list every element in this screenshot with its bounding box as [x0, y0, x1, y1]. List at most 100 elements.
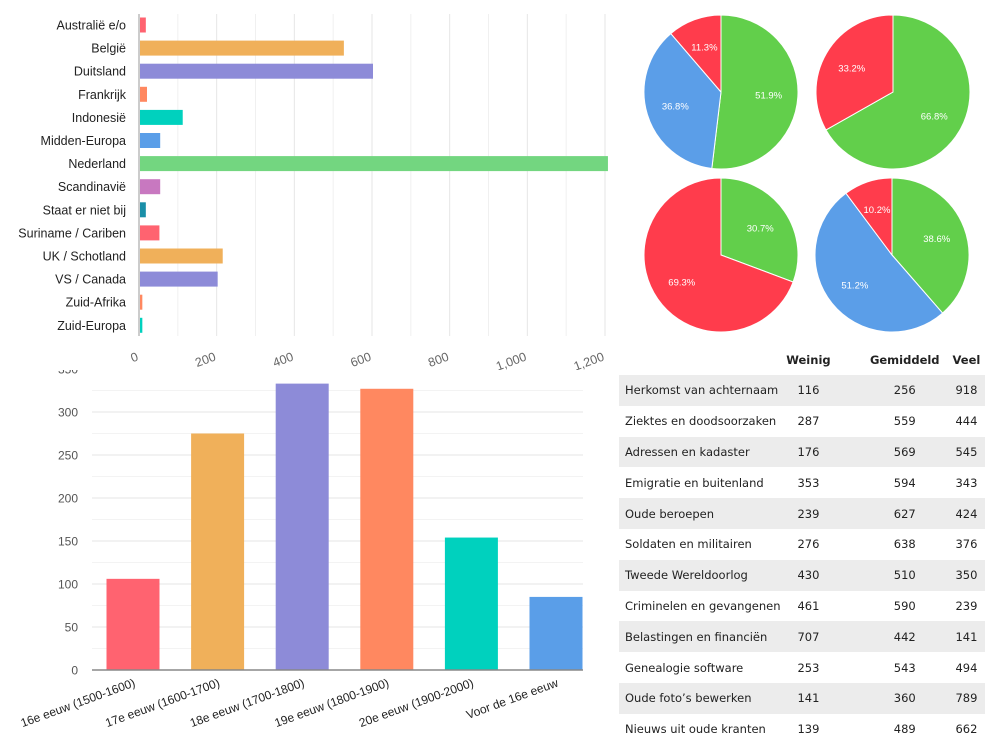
pie-slice — [670, 14, 722, 94]
y-tick-label: 200 — [58, 492, 78, 506]
cell-value: 461 — [797, 598, 820, 613]
bar — [140, 63, 373, 79]
cell-value: 176 — [797, 444, 820, 459]
pie-slice — [814, 192, 944, 333]
bar — [275, 383, 329, 670]
pie-charts: 51.9% 36.8% 11.3% 66.8% 33.2% 30.7% 69.3% 38.6%… — [643, 14, 971, 333]
cell-value: 353 — [797, 475, 820, 490]
cell-value: 594 — [893, 475, 916, 490]
pie-slice — [845, 177, 893, 257]
y-tick-label: Indonesië — [72, 111, 126, 125]
slice-label: 10.2% — [863, 205, 890, 216]
slice-label: 51.2% — [841, 280, 868, 291]
x-tick-label: 1,200 — [572, 350, 606, 370]
row-label: Emigratie en buitenland — [625, 475, 764, 490]
cell-value: 559 — [893, 414, 916, 429]
bar — [140, 248, 223, 264]
row-label: Criminelen en gevangenen — [625, 598, 781, 613]
x-tick-label: 1,000 — [494, 350, 528, 370]
y-tick-label: Midden-Europa — [41, 134, 127, 148]
cell-value: 239 — [955, 598, 978, 613]
table-row: Belastingen en financiën 707 442 141 — [619, 621, 985, 653]
y-tick-label: Staat er niet bij — [43, 203, 126, 217]
row-label: Herkomst van achternaam — [625, 383, 779, 398]
cell-value: 494 — [955, 660, 978, 675]
row-label: Soldaten en militairen — [625, 537, 752, 552]
cell-value: 139 — [797, 722, 820, 737]
x-tick-label: 0 — [129, 350, 140, 366]
table-row: Herkomst van achternaam 116 256 918 — [619, 375, 985, 406]
y-tick-label: Zuid-Europa — [57, 319, 126, 333]
slice-label: 66.8% — [921, 112, 948, 123]
cell-value: 707 — [797, 629, 820, 644]
y-tick-label: Suriname / Cariben — [18, 226, 126, 240]
slice-label: 36.8% — [662, 101, 689, 112]
y-tick-label: Scandinavië — [58, 180, 126, 194]
bar — [140, 156, 608, 172]
table-row: Tweede Wereldoorlog 430 510 350 — [619, 559, 985, 591]
bar — [140, 86, 147, 102]
table-row: Criminelen en gevangenen 461 590 239 — [619, 591, 985, 622]
table-row: Nieuws uit oude kranten 139 489 662 — [619, 714, 985, 745]
cell-value: 424 — [955, 506, 978, 521]
bar — [360, 388, 414, 670]
pie-chart: 66.8% 33.2% — [815, 14, 971, 170]
header-veel: Veel — [952, 353, 981, 367]
table-row: Genealogie software 253 543 494 — [619, 652, 985, 683]
bar — [140, 109, 183, 125]
cell-value: 276 — [797, 537, 820, 552]
cell-value: 376 — [955, 537, 978, 552]
cell-value: 590 — [893, 598, 916, 613]
y-tick-label: Australië e/o — [57, 19, 127, 33]
bar — [140, 271, 218, 287]
pie-slice — [720, 177, 799, 283]
cell-value: 343 — [955, 475, 978, 490]
cell-value: 116 — [797, 383, 820, 398]
cell-value: 444 — [955, 414, 978, 429]
bar — [140, 133, 161, 148]
century-bar-chart: 05010015020025030035016e eeuw (1500-1600… — [19, 370, 583, 730]
pie-slice — [815, 14, 894, 131]
x-tick-label: 400 — [271, 350, 295, 370]
y-tick-label: Zuid-Afrika — [66, 296, 126, 310]
cell-value: 360 — [893, 691, 916, 706]
slice-label: 33.2% — [838, 63, 865, 74]
bar — [191, 433, 245, 670]
bar — [140, 294, 143, 310]
cell-value: 543 — [893, 660, 916, 675]
bar — [140, 179, 161, 195]
row-label: Oude foto’s bewerken — [625, 691, 752, 706]
bar — [140, 317, 143, 333]
row-label: Oude beroepen — [625, 506, 714, 521]
row-label: Belastingen en financiën — [625, 629, 768, 644]
y-tick-label: VS / Canada — [55, 273, 126, 287]
slice-label: 51.9% — [755, 90, 782, 101]
row-label: Adressen en kadaster — [625, 444, 750, 459]
topic-table: Weinig Gemiddeld Veel Herkomst van achte… — [619, 345, 985, 745]
row-label: Tweede Wereldoorlog — [625, 568, 748, 583]
bar — [106, 578, 160, 670]
header-gemiddeld: Gemiddeld — [869, 353, 940, 367]
y-tick-label: 0 — [71, 664, 78, 678]
cell-value: 627 — [893, 506, 916, 521]
table-row: Soldaten en militairen 276 638 376 — [619, 529, 985, 560]
pie-slice — [825, 14, 971, 170]
table-row: Emigratie en buitenland 353 594 343 — [619, 467, 985, 498]
cell-value: 287 — [797, 414, 820, 429]
cell-value: 350 — [955, 568, 978, 583]
slice-label: 30.7% — [747, 223, 774, 234]
slice-label: 11.3% — [691, 43, 718, 54]
x-tick-label: Voor de 16e eeuw — [464, 676, 560, 722]
pie-chart: 30.7% 69.3% — [643, 177, 799, 333]
y-tick-label: 150 — [58, 535, 78, 549]
table-row: Adressen en kadaster 176 569 545 — [619, 436, 985, 468]
table-row: Oude foto’s bewerken 141 360 789 — [619, 682, 985, 714]
y-tick-label: Frankrijk — [78, 88, 127, 102]
bar — [140, 40, 344, 56]
y-tick-label: Nederland — [68, 157, 126, 171]
y-tick-label: 300 — [58, 406, 78, 420]
cell-value: 239 — [797, 506, 820, 521]
bar — [140, 225, 160, 241]
slice-label: 69.3% — [668, 278, 695, 289]
bar — [444, 537, 498, 670]
